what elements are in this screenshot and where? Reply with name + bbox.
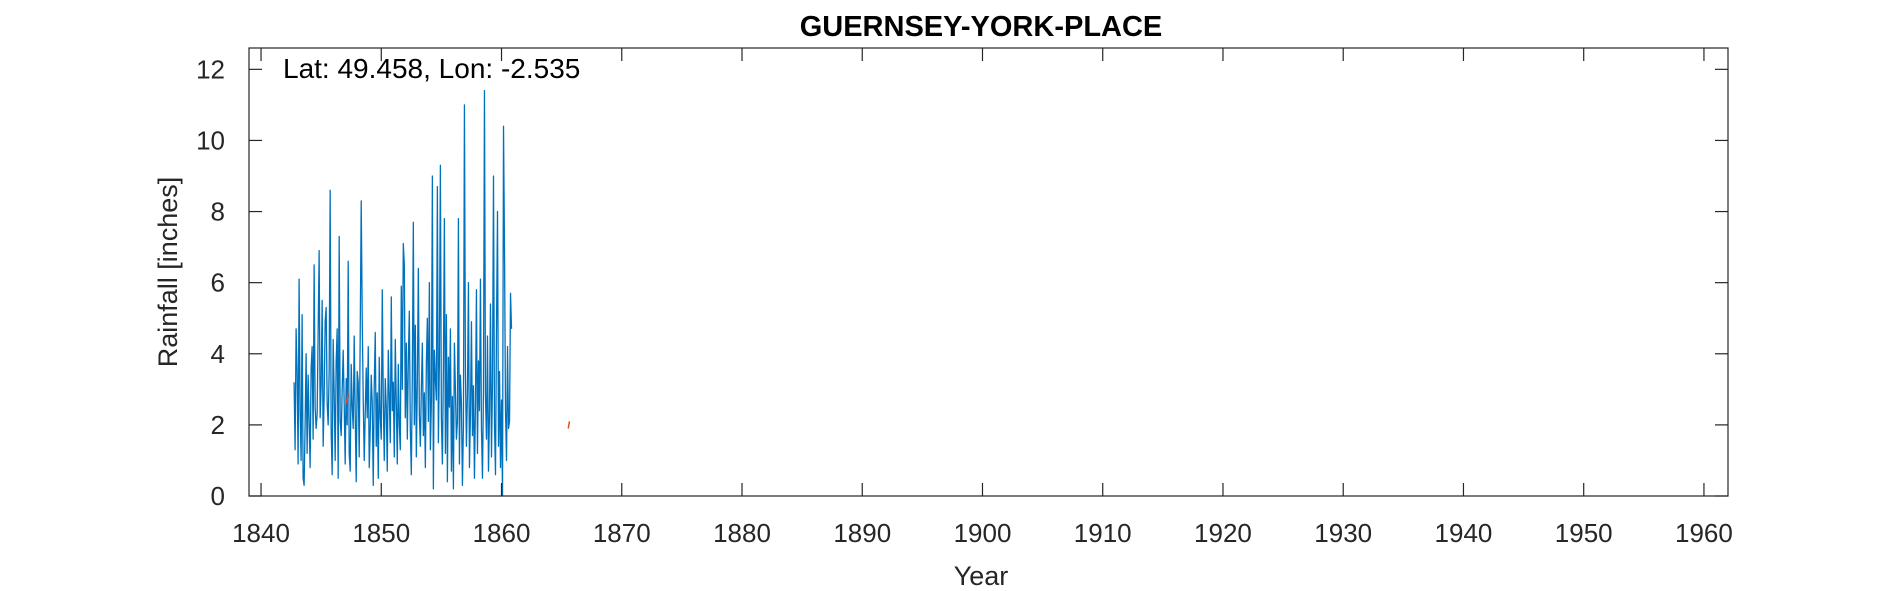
- x-tick-label: 1910: [1074, 518, 1132, 548]
- y-tick-label: 2: [211, 410, 225, 440]
- y-tick-label: 6: [211, 268, 225, 298]
- y-tick-label: 12: [196, 54, 225, 84]
- y-tick-label: 8: [211, 197, 225, 227]
- series-1-segment-1: [567, 421, 571, 429]
- x-tick-label: 1860: [473, 518, 531, 548]
- y-tick-label: 10: [196, 125, 225, 155]
- x-tick-label: 1840: [232, 518, 290, 548]
- x-tick-label: 1960: [1675, 518, 1733, 548]
- chart-title: GUERNSEY-YORK-PLACE: [800, 11, 1163, 43]
- x-tick-label: 1900: [954, 518, 1012, 548]
- location-annotation: Lat: 49.458, Lon: -2.535: [283, 53, 580, 84]
- series-0-line: [293, 90, 513, 497]
- x-tick-label: 1930: [1314, 518, 1372, 548]
- axes-box: [248, 47, 1729, 497]
- series-1-segment-0: [345, 392, 349, 404]
- y-tick-label: 0: [211, 481, 225, 511]
- x-tick-label: 1920: [1194, 518, 1252, 548]
- x-axis-title: Year: [954, 561, 1009, 591]
- y-tick-label: 4: [211, 339, 225, 369]
- axes: 1840 1850 1860 1870 1880 1890 1900 1910 1920 1930…: [196, 47, 1733, 548]
- x-tick-label: 1850: [352, 518, 410, 548]
- y-axis-title: Rainfall [inches]: [153, 177, 183, 368]
- x-tick-label: 1870: [593, 518, 651, 548]
- plot-area: [293, 90, 571, 497]
- x-tick-label: 1950: [1555, 518, 1613, 548]
- x-tick-label: 1940: [1435, 518, 1493, 548]
- x-tick-label: 1880: [713, 518, 771, 548]
- x-tick-label: 1890: [833, 518, 891, 548]
